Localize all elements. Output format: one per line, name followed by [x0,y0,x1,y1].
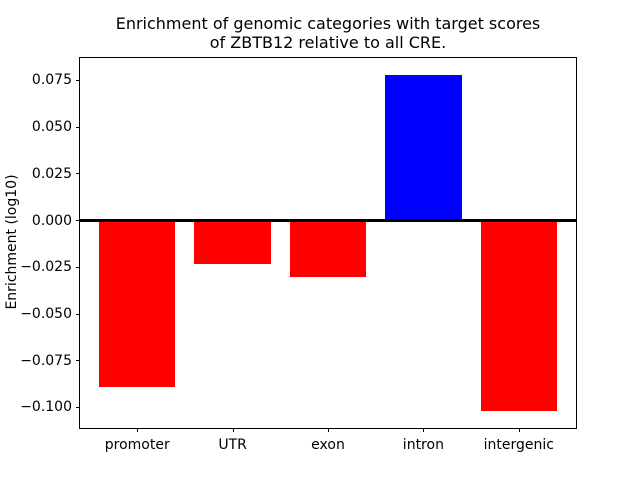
chart-title-line2: of ZBTB12 relative to all CRE. [209,33,447,52]
x-tick-label-exon: exon [311,437,345,453]
y-tick-label: 0.025 [31,165,72,182]
y-tick-label: 0.075 [31,72,72,89]
x-tick-label-intron: intron [402,437,444,453]
y-tick-label: −0.025 [20,259,72,276]
y-axis-tick [76,173,80,175]
bar-intergenic [480,220,557,412]
y-tick-label: 0.000 [31,212,72,229]
y-axis-tick [76,266,80,268]
chart-title-line1: Enrichment of genomic categories with ta… [115,14,541,33]
bar-promoter [99,220,176,387]
plot-area: promoter UTR exon intron intergenic 0.075 0.05… [20,57,577,453]
x-tick-label-intergenic: intergenic [483,437,554,453]
y-axis-label: Enrichment (log10) [4,174,20,310]
y-axis-tick [76,79,80,81]
y-tick-label: −0.100 [20,399,72,416]
y-axis-tick [76,406,80,408]
x-axis-tick-promoter [137,428,139,432]
y-tick-label: 0.050 [31,119,72,136]
x-axis-tick-UTR [232,428,234,432]
y-tick-label: −0.075 [20,352,72,369]
y-tick-label: −0.050 [20,306,72,322]
x-tick-label-UTR: UTR [218,437,247,453]
x-axis-tick-exon [328,428,329,432]
bar-intron [385,74,462,221]
y-axis-tick [76,313,80,315]
zero-line [80,219,576,223]
bar-UTR [194,220,271,264]
y-axis-tick [76,126,80,128]
x-axis-tick-intron [423,428,425,432]
y-axis-tick [76,360,80,362]
y-axis-tick [76,220,80,222]
x-axis-tick-intergenic [518,428,520,432]
chart-title: Enrichment of genomic categories with ta… [80,14,576,52]
x-tick-label-promoter: promoter [104,437,170,453]
bar-exon [289,220,367,277]
